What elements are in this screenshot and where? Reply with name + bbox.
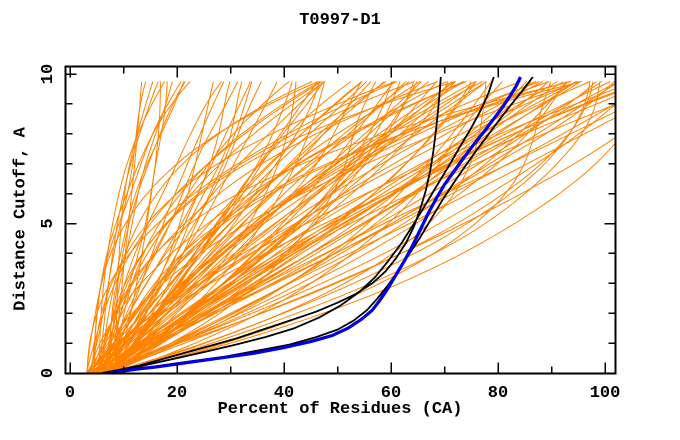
chart-title: T0997-D1 xyxy=(299,11,381,30)
y-tick-label: 5 xyxy=(39,218,58,228)
highlighted-model-curve xyxy=(109,76,522,373)
x-tick-label: 0 xyxy=(65,384,75,403)
x-tick-label: 100 xyxy=(590,384,621,403)
y-tick-labels: 0 5 10 xyxy=(39,64,58,378)
reference-curve-steep xyxy=(101,76,442,373)
x-axis-title: Percent of Residues (CA) xyxy=(217,400,463,419)
x-tick-label: 40 xyxy=(274,384,294,403)
x-tick-labels: 0 20 40 60 80 100 xyxy=(65,384,620,403)
reference-and-highlight-curves xyxy=(101,76,534,373)
plot-border xyxy=(64,65,617,375)
x-tick-label: 80 xyxy=(488,384,508,403)
y-tick-label: 0 xyxy=(39,368,58,378)
model-ensemble-curves xyxy=(85,81,615,373)
y-tick-label: 10 xyxy=(39,64,58,84)
axis-ticks xyxy=(66,67,615,373)
reference-curve-mid xyxy=(107,76,495,373)
x-tick-label: 20 xyxy=(167,384,187,403)
x-tick-label: 60 xyxy=(381,384,401,403)
